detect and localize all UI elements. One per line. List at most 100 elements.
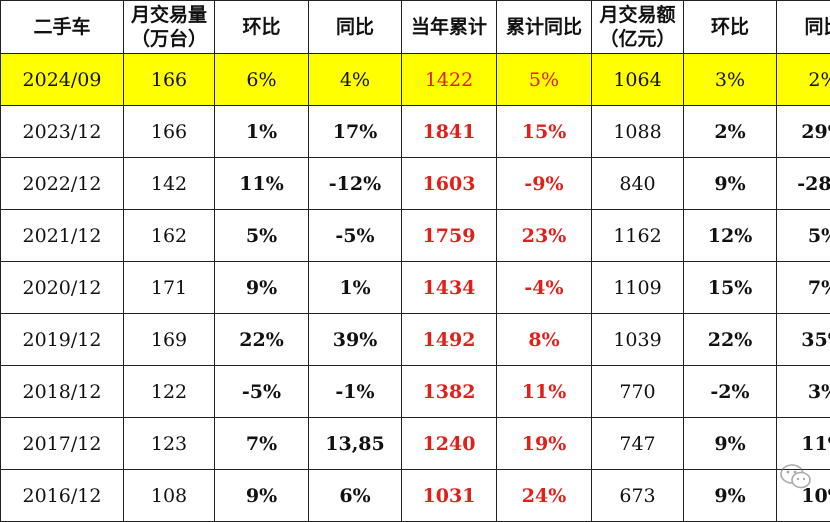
cell-ytd-yoy: -9% (497, 158, 592, 210)
cell-ytd: 1422 (402, 54, 497, 106)
cell-period: 2022/12 (1, 158, 124, 210)
header-cell-ytd-yoy: 累计同比 (497, 1, 592, 54)
header-cell-category: 二手车 (1, 1, 124, 54)
cell-monthly-volume: 142 (124, 158, 215, 210)
cell-ytd: 1434 (402, 262, 497, 314)
header-cell-volume-mom: 环比 (215, 1, 309, 54)
cell-amount-yoy: 29% (777, 106, 830, 158)
cell-monthly-volume: 108 (124, 470, 215, 522)
cell-volume-mom: 5% (215, 210, 309, 262)
header-cell-amount-yoy: 同比 (777, 1, 830, 54)
cell-monthly-amount: 1088 (592, 106, 684, 158)
header-row: 二手车 月交易量 （万台） 环比 同比 当年累计 累计同比 月交易额 （亿元） … (1, 1, 830, 54)
header-cell-monthly-volume: 月交易量 （万台） (124, 1, 215, 54)
cell-volume-mom: 6% (215, 54, 309, 106)
header-cell-volume-yoy: 同比 (309, 1, 402, 54)
cell-amount-yoy: 5% (777, 210, 830, 262)
cell-ytd: 1240 (402, 418, 497, 470)
cell-ytd-yoy: -4% (497, 262, 592, 314)
cell-period: 2019/12 (1, 314, 124, 366)
cell-amount-mom: 15% (684, 262, 777, 314)
cell-amount-mom: 9% (684, 470, 777, 522)
cell-volume-yoy: -5% (309, 210, 402, 262)
cell-amount-yoy: -28% (777, 158, 830, 210)
cell-ytd-yoy: 24% (497, 470, 592, 522)
cell-period: 2023/12 (1, 106, 124, 158)
cell-volume-mom: 9% (215, 470, 309, 522)
cell-volume-yoy: 6% (309, 470, 402, 522)
cell-period: 2017/12 (1, 418, 124, 470)
header-cell-monthly-amount: 月交易额 （亿元） (592, 1, 684, 54)
cell-volume-yoy: -1% (309, 366, 402, 418)
cell-monthly-volume: 169 (124, 314, 215, 366)
cell-volume-mom: 9% (215, 262, 309, 314)
cell-monthly-amount: 840 (592, 158, 684, 210)
cell-monthly-amount: 747 (592, 418, 684, 470)
cell-ytd-yoy: 19% (497, 418, 592, 470)
cell-monthly-volume: 162 (124, 210, 215, 262)
cell-ytd: 1841 (402, 106, 497, 158)
cell-ytd: 1492 (402, 314, 497, 366)
cell-volume-yoy: 1% (309, 262, 402, 314)
cell-ytd: 1382 (402, 366, 497, 418)
cell-period: 2021/12 (1, 210, 124, 262)
cell-amount-yoy: 2% (777, 54, 830, 106)
cell-amount-mom: 9% (684, 158, 777, 210)
cell-amount-mom: -2% (684, 366, 777, 418)
cell-monthly-volume: 166 (124, 106, 215, 158)
cell-volume-mom: 11% (215, 158, 309, 210)
cell-monthly-amount: 770 (592, 366, 684, 418)
cell-amount-yoy: 35% (777, 314, 830, 366)
cell-monthly-amount: 1109 (592, 262, 684, 314)
cell-amount-mom: 2% (684, 106, 777, 158)
header-cell-ytd: 当年累计 (402, 1, 497, 54)
cell-amount-mom: 3% (684, 54, 777, 106)
cell-volume-mom: -5% (215, 366, 309, 418)
cell-monthly-volume: 166 (124, 54, 215, 106)
cell-monthly-amount: 1064 (592, 54, 684, 106)
cell-ytd-yoy: 11% (497, 366, 592, 418)
header-cell-amount-mom: 环比 (684, 1, 777, 54)
cell-amount-yoy: 7% (777, 262, 830, 314)
cell-volume-mom: 22% (215, 314, 309, 366)
cell-ytd-yoy: 15% (497, 106, 592, 158)
cell-ytd-yoy: 8% (497, 314, 592, 366)
cell-monthly-volume: 122 (124, 366, 215, 418)
cell-period: 2018/12 (1, 366, 124, 418)
cell-volume-yoy: 17% (309, 106, 402, 158)
cell-monthly-volume: 171 (124, 262, 215, 314)
cell-monthly-amount: 1039 (592, 314, 684, 366)
cell-amount-yoy: 3% (777, 366, 830, 418)
cell-period: 2024/09 (1, 54, 124, 106)
cell-ytd: 1759 (402, 210, 497, 262)
cell-ytd: 1031 (402, 470, 497, 522)
cell-period: 2020/12 (1, 262, 124, 314)
cell-amount-mom: 12% (684, 210, 777, 262)
cell-monthly-amount: 1162 (592, 210, 684, 262)
cell-volume-mom: 1% (215, 106, 309, 158)
cell-period: 2016/12 (1, 470, 124, 522)
cell-amount-mom: 22% (684, 314, 777, 366)
cell-volume-mom: 7% (215, 418, 309, 470)
cell-monthly-amount: 673 (592, 470, 684, 522)
wechat-logo-icon (779, 462, 813, 492)
cell-volume-yoy: 13,85 (309, 418, 402, 470)
cell-ytd: 1603 (402, 158, 497, 210)
cell-monthly-volume: 123 (124, 418, 215, 470)
cell-volume-yoy: 4% (309, 54, 402, 106)
cell-ytd-yoy: 5% (497, 54, 592, 106)
cell-volume-yoy: -12% (309, 158, 402, 210)
cell-volume-yoy: 39% (309, 314, 402, 366)
cell-amount-mom: 9% (684, 418, 777, 470)
cell-ytd-yoy: 23% (497, 210, 592, 262)
